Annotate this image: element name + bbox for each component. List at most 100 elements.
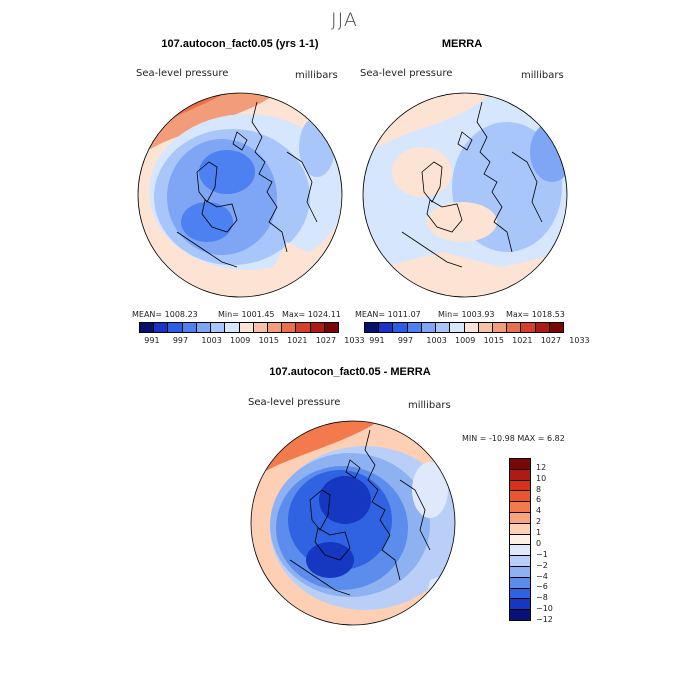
diff-variable: Sea-level pressure [248, 397, 341, 408]
panel-1-min: Min= 1001.45 [218, 310, 275, 319]
colorbar-tick-label: 1015 [258, 336, 279, 345]
colorbar-swatch [510, 523, 530, 535]
panel-1-mean: MEAN= 1008.23 [132, 310, 198, 319]
panel-2-colorbar [364, 322, 564, 333]
colorbar-tick-label: 1015 [483, 336, 504, 345]
colorbar-tick-label: −6 [536, 582, 548, 592]
colorbar-tick-label: 1009 [455, 336, 476, 345]
colorbar-swatch [154, 323, 169, 332]
colorbar-swatch [436, 323, 451, 332]
colorbar-swatch [239, 323, 254, 332]
colorbar-swatch [379, 323, 394, 332]
colorbar-tick-label: −10 [536, 604, 553, 614]
colorbar-tick-label: 4 [536, 506, 542, 516]
colorbar-swatch [510, 469, 530, 481]
colorbar-tick-label: 12 [536, 462, 547, 472]
colorbar-swatch [510, 491, 530, 503]
colorbar-swatch [510, 459, 530, 470]
colorbar-swatch [310, 323, 325, 332]
colorbar-swatch [393, 323, 408, 332]
colorbar-tick-label: 1027 [540, 336, 562, 345]
colorbar-tick-label: 997 [397, 336, 414, 345]
panel-2-title: MERRA [441, 38, 483, 50]
colorbar-tick-label: 997 [172, 336, 189, 345]
panel-1-map [137, 92, 343, 298]
colorbar-tick-label: 1 [536, 528, 542, 538]
panel-2-mean: MEAN= 1011.07 [355, 310, 421, 319]
colorbar-swatch [510, 545, 530, 557]
panel-2-coastlines [401, 101, 543, 268]
panel-2-colorbar-labels: 991 997 1003 1009 1015 1021 1027 1033 [364, 336, 589, 346]
colorbar-swatch [282, 323, 297, 332]
colorbar-tick-label: 1003 [426, 336, 447, 345]
colorbar-swatch [450, 323, 465, 332]
colorbar-tick-label: 1009 [230, 336, 251, 345]
colorbar-swatch [535, 323, 550, 332]
colorbar-swatch [196, 323, 212, 332]
colorbar-swatch [407, 323, 422, 332]
colorbar-swatch [140, 323, 155, 332]
colorbar-swatch [253, 323, 268, 332]
colorbar-tick-label: 10 [536, 473, 547, 483]
panel-1-variable: Sea-level pressure [136, 68, 229, 79]
panel-1-coastlines [176, 101, 318, 268]
diff-coastlines [289, 429, 431, 596]
diff-map [250, 420, 456, 626]
diff-colorbar [509, 458, 531, 621]
diff-minmax: MIN = -10.98 MAX = 6.82 [462, 434, 565, 443]
colorbar-tick-label: −4 [536, 571, 548, 581]
panel-2-units: millibars [521, 70, 564, 81]
diff-units: millibars [408, 400, 451, 411]
colorbar-tick-label: 1021 [512, 336, 533, 345]
diff-colorbar-labels: 12 10 8 6 4 2 1 0 −1 −2 −4 −6 −8 −10 −12 [536, 458, 576, 624]
diff-title: 107.autocon_fact0.05 - MERRA [269, 366, 431, 378]
colorbar-tick-label: 991 [144, 336, 160, 345]
panel-1-colorbar-labels: 991 997 1003 1009 1015 1021 1027 1033 [139, 336, 364, 346]
colorbar-tick-label: 1033 [344, 336, 365, 345]
colorbar-swatch [168, 323, 183, 332]
colorbar-swatch [549, 323, 564, 332]
panel-1-units: millibars [295, 70, 338, 81]
panel-2-variable: Sea-level pressure [360, 68, 453, 79]
colorbar-tick-label: −8 [536, 593, 548, 603]
colorbar-swatch [510, 512, 530, 524]
colorbar-swatch [510, 480, 530, 492]
colorbar-swatch [510, 556, 530, 567]
colorbar-swatch [225, 323, 240, 332]
colorbar-tick-label: 991 [369, 336, 385, 345]
colorbar-tick-label: 1027 [315, 336, 337, 345]
colorbar-tick-label: 1003 [201, 336, 222, 345]
colorbar-swatch [421, 323, 437, 332]
colorbar-swatch [521, 323, 536, 332]
panel-1-title: 107.autocon_fact0.05 (yrs 1-1) [161, 38, 319, 50]
season-title: JJA [331, 9, 358, 31]
colorbar-swatch [211, 323, 226, 332]
colorbar-swatch [478, 323, 493, 332]
colorbar-swatch [510, 577, 530, 589]
panel-1-colorbar [139, 322, 339, 333]
panel-2-min: Min= 1003.93 [438, 310, 495, 319]
colorbar-swatch [510, 566, 530, 578]
colorbar-tick-label: 8 [536, 484, 542, 494]
panel-2-max: Max= 1018.53 [506, 310, 565, 319]
colorbar-tick-label: 2 [536, 517, 542, 527]
colorbar-tick-label: 1021 [287, 336, 308, 345]
panel-2-map [362, 92, 568, 298]
colorbar-swatch [267, 323, 283, 332]
colorbar-swatch [296, 323, 311, 332]
colorbar-swatch [510, 502, 530, 513]
colorbar-tick-label: −12 [536, 615, 553, 624]
colorbar-swatch [365, 323, 380, 332]
colorbar-swatch [510, 599, 530, 611]
colorbar-tick-label: 6 [536, 495, 542, 505]
colorbar-swatch [464, 323, 479, 332]
colorbar-swatch [510, 610, 530, 620]
colorbar-swatch [182, 323, 197, 332]
colorbar-swatch [510, 534, 530, 546]
panel-1-max: Max= 1024.11 [282, 310, 341, 319]
colorbar-tick-label: −1 [536, 549, 548, 559]
colorbar-swatch [507, 323, 522, 332]
colorbar-tick-label: 1033 [569, 336, 590, 345]
colorbar-swatch [510, 588, 530, 600]
colorbar-tick-label: 0 [536, 538, 542, 548]
